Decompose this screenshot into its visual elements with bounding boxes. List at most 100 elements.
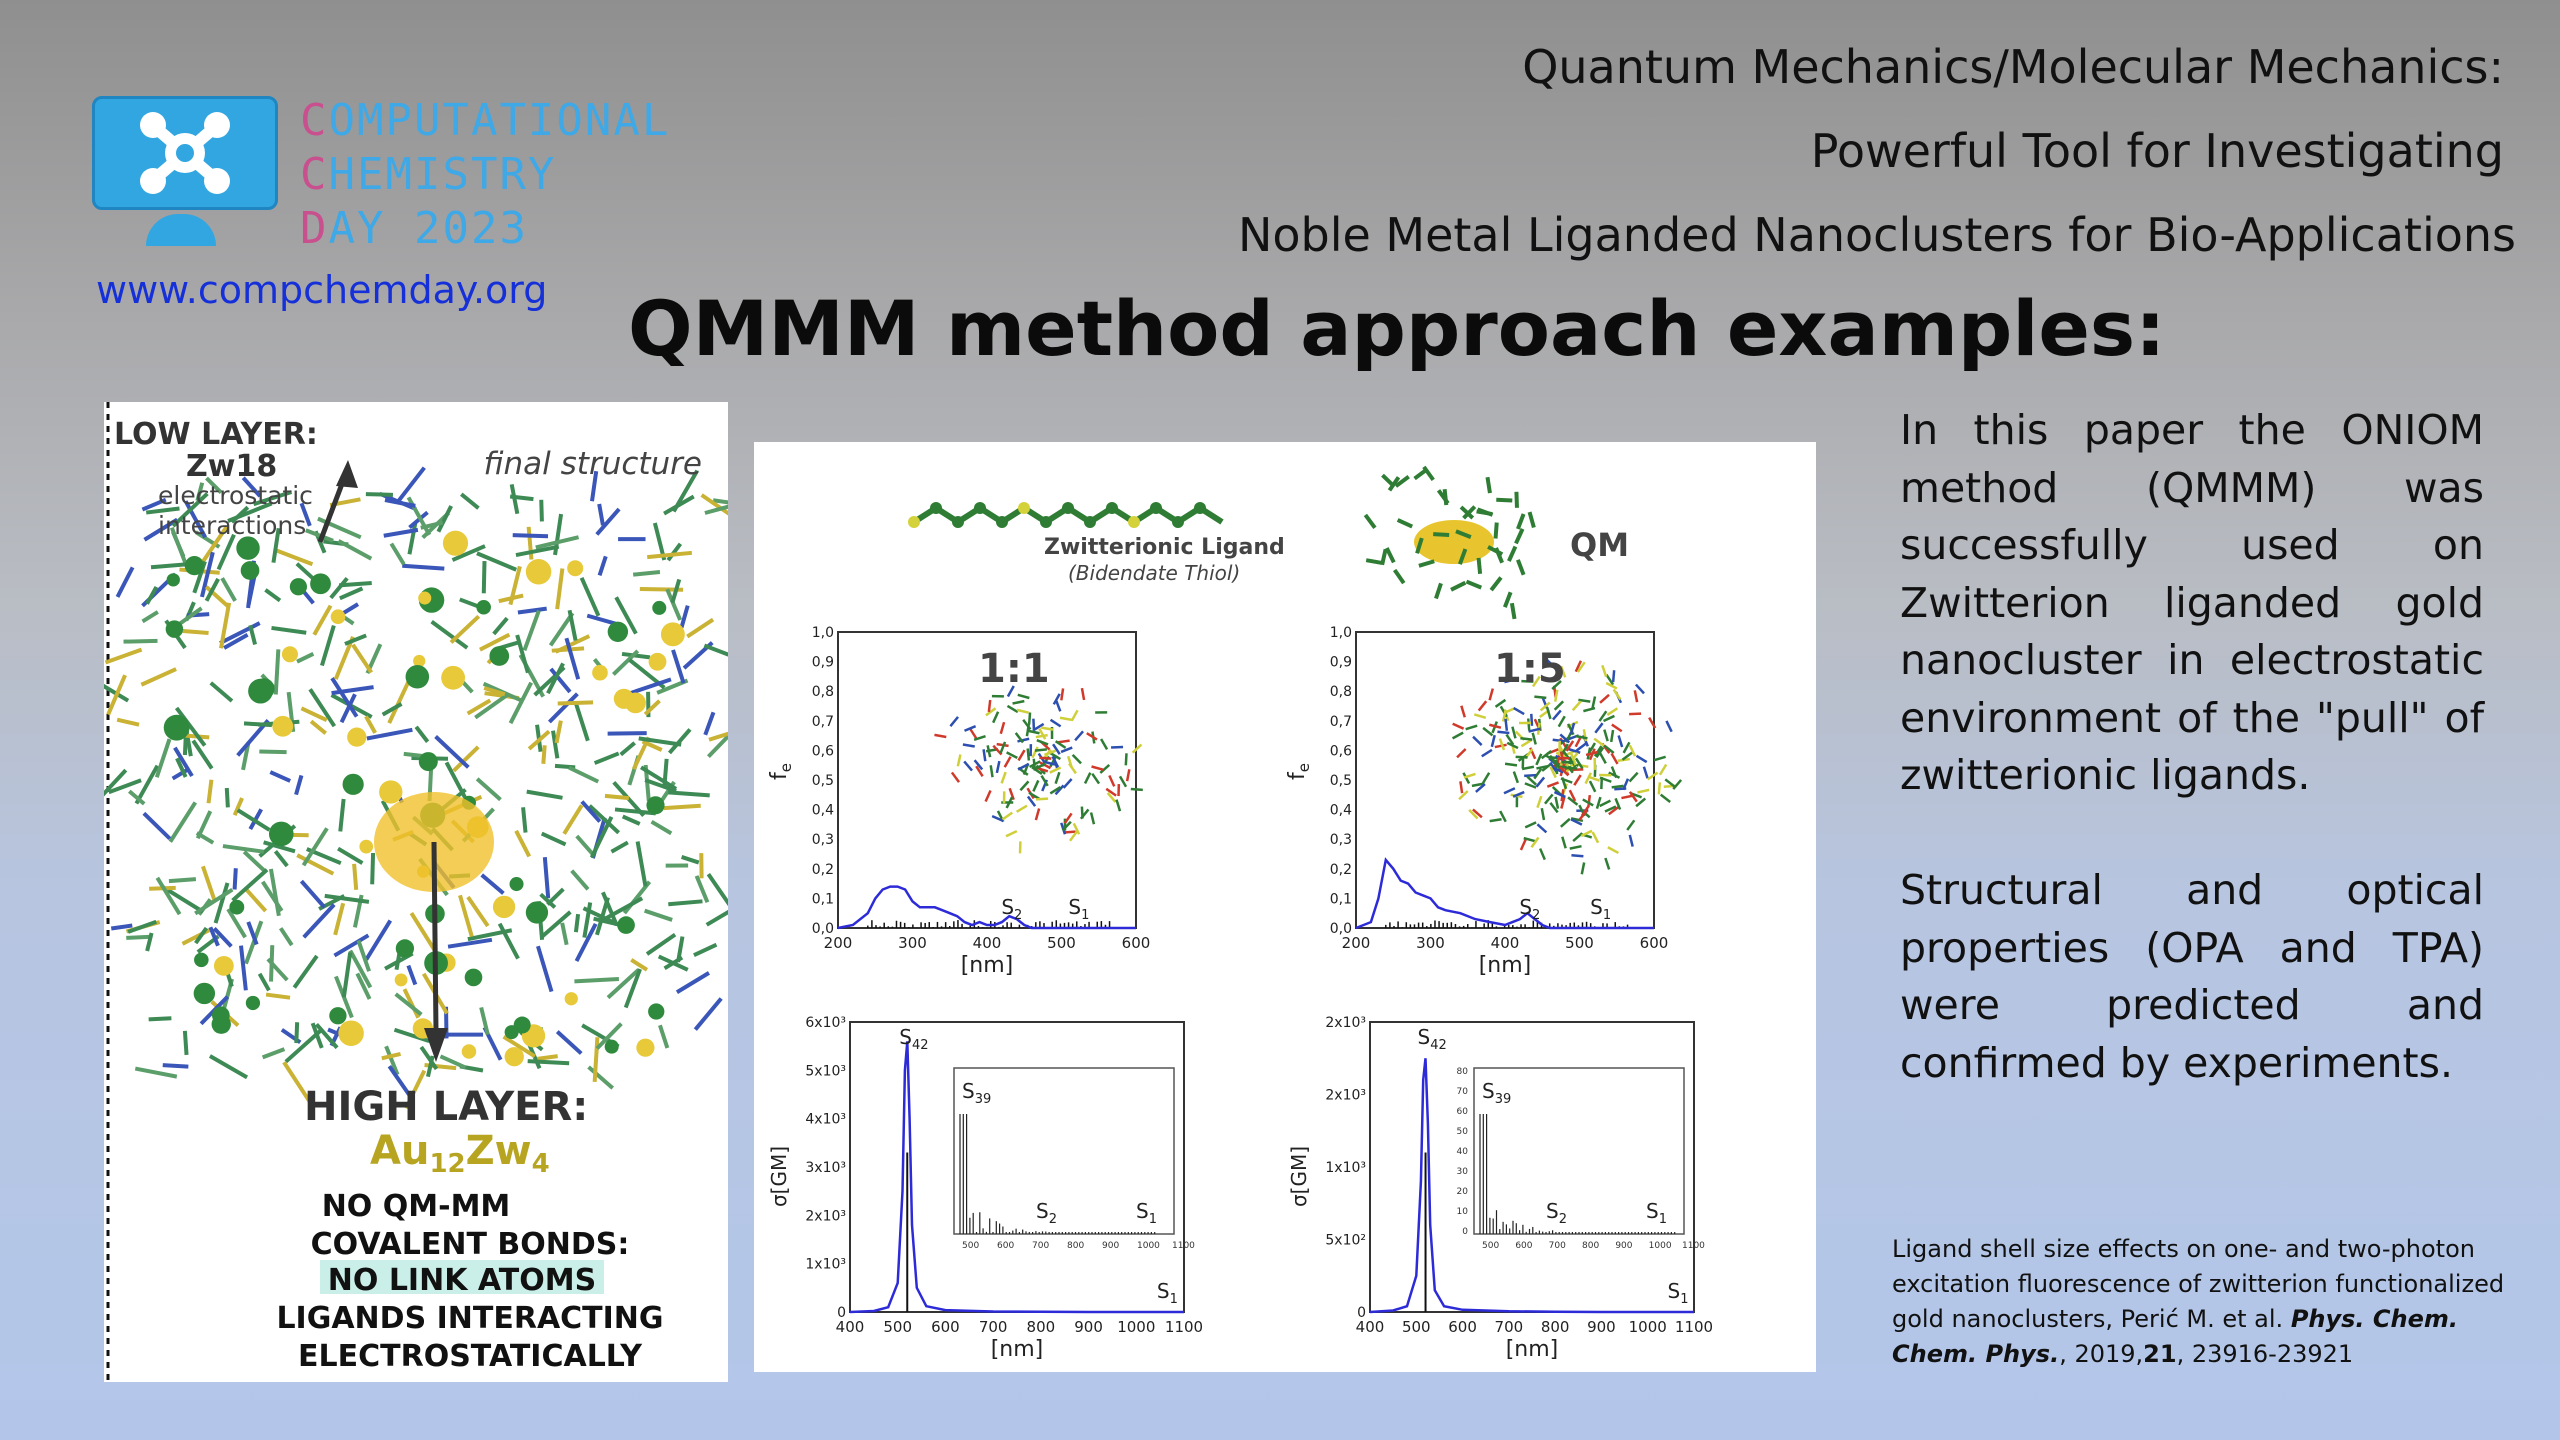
y-tick-label: 2x10³	[1325, 1088, 1366, 1104]
series-line	[837, 885, 1136, 930]
y-tick-label: 0,9	[812, 655, 834, 671]
note-line-5: ELECTROSTATICALLY	[298, 1339, 643, 1374]
inset-x-tick: 1000	[1649, 1241, 1672, 1251]
inset-x-tick: 800	[1582, 1241, 1599, 1251]
chart-panel-1: 200 300 400 500 600 0,0 0,1 0,2 0,3 0,4 0,5 0,6 0,7 0…	[767, 625, 1150, 978]
inset-x-tick: 900	[1102, 1241, 1119, 1251]
x-tick-label: 500	[883, 1318, 912, 1336]
x-tick-label: 600	[1448, 1318, 1477, 1336]
x-axis-label: [nm]	[991, 1337, 1044, 1362]
y-tick-label: 0,6	[1330, 743, 1352, 759]
x-tick-label: 1000	[1629, 1318, 1667, 1336]
inset-x-tick: 500	[962, 1241, 979, 1251]
inset-frame	[953, 1067, 1175, 1235]
peak-annotation: S42	[899, 1025, 928, 1053]
logo-text-line-2: CHEMISTRY	[300, 149, 557, 200]
molecular-structure	[104, 466, 728, 1110]
peak-annotation: S1	[1068, 895, 1089, 923]
low-layer-desc-2: interactions	[158, 511, 306, 540]
panel-label-1-5: 1:5	[1494, 646, 1566, 692]
right-figure: Zwitterionic Ligand (Bidendate Thiol) QM…	[754, 442, 1816, 1372]
header-line-3: Noble Metal Liganded Nanoclusters for Bi…	[1237, 208, 2516, 262]
inset-x-tick: 700	[1549, 1241, 1566, 1251]
y-tick-label: 0,2	[1330, 862, 1352, 878]
y-tick-label: 0,7	[1330, 714, 1352, 730]
note-line-4: LIGANDS INTERACTING	[276, 1301, 663, 1336]
ligand-label: Zwitterionic Ligand	[1044, 535, 1285, 560]
x-tick-label: 500	[1402, 1318, 1431, 1336]
y-tick-label: 2x10³	[805, 1208, 846, 1224]
inset-y-tick: 20	[1457, 1187, 1469, 1197]
peak-annotation: S1	[1157, 1279, 1178, 1307]
peak-annotation: S1	[1667, 1279, 1688, 1307]
y-tick-label: 0,8	[812, 684, 834, 700]
peak-annotation: S42	[1418, 1025, 1447, 1053]
y-tick-label: 2x10³	[1325, 1015, 1366, 1031]
x-tick-label: 600	[931, 1318, 960, 1336]
x-tick-label: 300	[1416, 934, 1445, 952]
inset-y-tick: 30	[1457, 1167, 1469, 1177]
left-figure: LOW LAYER: Zw18 HIGH LAYER: Au12Zw4 NO Q…	[104, 402, 728, 1382]
inset-x-tick: 1000	[1137, 1241, 1160, 1251]
low-layer-sub: Zw18	[186, 449, 277, 484]
y-tick-label: 0,4	[812, 803, 834, 819]
inset-x-tick: 800	[1067, 1241, 1084, 1251]
series-line	[849, 1041, 1184, 1314]
y-tick-label: 0	[837, 1305, 846, 1321]
website-link[interactable]: www.compchemday.org	[96, 268, 548, 312]
x-tick-label: 1100	[1165, 1318, 1203, 1336]
inset-x-tick: 1100	[1682, 1241, 1705, 1251]
inset-y-tick: 80	[1457, 1067, 1469, 1077]
ligand-molecule-image	[908, 502, 1224, 528]
y-axis-label: fe	[767, 763, 795, 780]
x-tick-label: 1100	[1675, 1318, 1713, 1336]
x-tick-label: 200	[1342, 934, 1371, 952]
molecule-icon	[140, 112, 230, 194]
y-axis-label: fe	[1285, 763, 1313, 780]
y-tick-label: 1,0	[812, 625, 834, 641]
y-tick-label: 1x10³	[1325, 1160, 1366, 1176]
inset-y-tick: 10	[1457, 1207, 1469, 1217]
logo-text-line-1: COMPUTATIONAL	[300, 95, 671, 146]
layer-structure-diagram: LOW LAYER: Zw18 HIGH LAYER: Au12Zw4 NO Q…	[104, 402, 728, 1382]
y-tick-label: 0,1	[812, 891, 834, 907]
inset-x-tick: 600	[997, 1241, 1014, 1251]
y-tick-label: 0,9	[1330, 655, 1352, 671]
x-tick-label: 500	[1565, 934, 1594, 952]
y-axis-label: σ[GM]	[1287, 1146, 1311, 1207]
x-tick-label: 300	[898, 934, 927, 952]
y-tick-label: 3x10³	[805, 1160, 846, 1176]
inset-x-tick: 500	[1482, 1241, 1499, 1251]
x-tick-label: 800	[1541, 1318, 1570, 1336]
x-tick-label: 700	[979, 1318, 1008, 1336]
x-axis-label: [nm]	[961, 953, 1014, 978]
x-tick-label: 800	[1027, 1318, 1056, 1336]
note-line-1: NO QM-MM	[322, 1189, 511, 1224]
y-tick-label: 4x10³	[805, 1112, 846, 1128]
x-tick-label: 1000	[1117, 1318, 1155, 1336]
final-structure-label: final structure	[484, 446, 703, 482]
y-tick-label: 0,4	[1330, 803, 1352, 819]
y-tick-label: 0,3	[1330, 832, 1352, 848]
y-tick-label: 0,3	[812, 832, 834, 848]
x-tick-label: 400	[836, 1318, 865, 1336]
y-tick-label: 0	[1357, 1305, 1366, 1321]
header-line-1: Quantum Mechanics/Molecular Mechanics:	[1522, 40, 2504, 94]
x-tick-label: 400	[973, 934, 1002, 952]
paragraph-properties: Structural and optical properties (OPA a…	[1900, 866, 2484, 1087]
x-tick-label: 900	[1587, 1318, 1616, 1336]
charts-group: 200 300 400 500 6000,00,10,20,30,40,50,60,70…	[767, 625, 1713, 1362]
x-tick-label: 500	[1047, 934, 1076, 952]
x-tick-label: 700	[1495, 1318, 1524, 1336]
y-tick-label: 0,8	[1330, 684, 1352, 700]
note-line-2: COVALENT BONDS:	[311, 1227, 630, 1262]
x-axis-label: [nm]	[1479, 953, 1532, 978]
inset-x-tick: 600	[1515, 1241, 1532, 1251]
qm-label: QM	[1570, 526, 1629, 564]
series-line	[1369, 1058, 1694, 1314]
x-tick-label: 600	[1122, 934, 1151, 952]
series-line	[1355, 857, 1654, 930]
inset-y-tick: 50	[1457, 1127, 1469, 1137]
inset-x-tick: 700	[1032, 1241, 1049, 1251]
